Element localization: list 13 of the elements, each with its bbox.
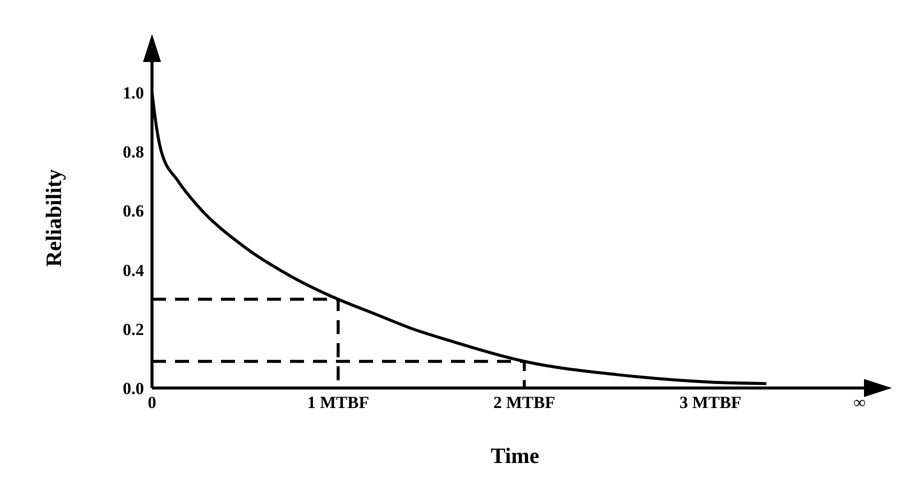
y-tick-label: 0.6: [122, 202, 144, 221]
y-tick-label: 0.2: [122, 320, 144, 339]
y-tick-label: 0.4: [122, 260, 144, 280]
x-tick-label: ∞: [853, 393, 866, 412]
x-tick-label: 2 MTBF: [493, 393, 556, 412]
x-axis-title: Time: [490, 443, 540, 468]
y-tick-label: 0.0: [122, 379, 144, 398]
y-axis-title: Reliability: [40, 169, 66, 267]
x-tick-label: 1 MTBF: [307, 393, 370, 412]
y-tick-label: 1.0: [122, 83, 144, 102]
x-tick-label: 0: [148, 393, 156, 412]
x-tick-label: 3 MTBF: [680, 393, 742, 412]
y-tick-label: 0.8: [122, 142, 144, 162]
